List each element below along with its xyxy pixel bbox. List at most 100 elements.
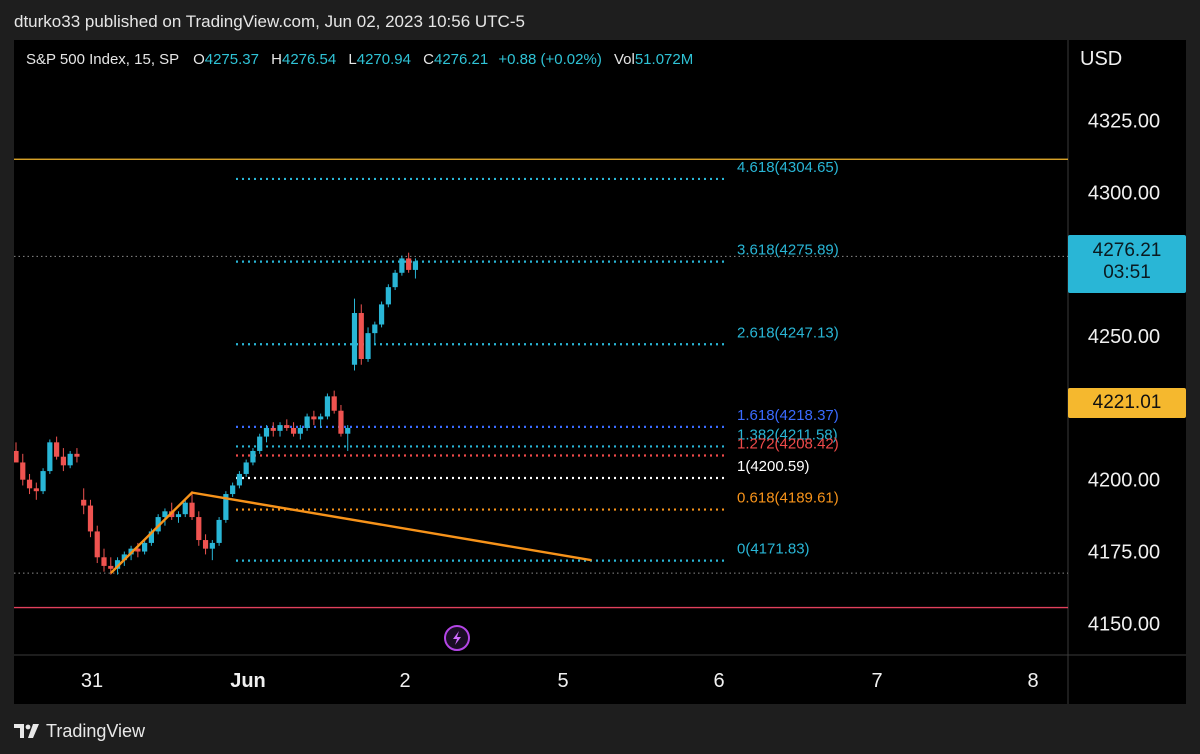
candle-body[interactable] xyxy=(345,427,351,434)
candle-body[interactable] xyxy=(114,560,121,569)
candle-body[interactable] xyxy=(338,410,344,434)
legend-vol-label: Vol xyxy=(613,51,635,68)
candle-body[interactable] xyxy=(406,258,412,270)
lightning-icon xyxy=(453,631,461,645)
candle-body[interactable] xyxy=(94,531,100,558)
time-tick: Jun xyxy=(230,670,266,692)
candle-body[interactable] xyxy=(135,548,141,552)
legend-high: 4276.54 xyxy=(282,51,337,68)
fib-trend-line[interactable] xyxy=(109,491,592,574)
fib-level-label: 4.618(4304.65) xyxy=(737,159,839,176)
time-tick: 2 xyxy=(399,670,410,692)
candle-body[interactable] xyxy=(223,494,229,520)
candle-body[interactable] xyxy=(148,531,154,543)
candle-body[interactable] xyxy=(175,514,182,518)
candle-body[interactable] xyxy=(385,287,391,305)
time-tick: 31 xyxy=(81,670,103,692)
candle-body[interactable] xyxy=(142,542,148,552)
bar-countdown: 03:51 xyxy=(1103,262,1151,283)
candle-body[interactable] xyxy=(155,517,161,532)
candle-body[interactable] xyxy=(108,565,114,569)
candle-body[interactable] xyxy=(351,313,358,365)
candle-body[interactable] xyxy=(81,499,87,506)
candle-body[interactable] xyxy=(270,427,276,431)
legend-close-label: C xyxy=(423,51,434,68)
price-chart[interactable]: 4.618(4304.65) 3.618(4275.89) 2.618(4247.1… xyxy=(14,40,1186,704)
candle-body[interactable] xyxy=(236,473,243,486)
legend-low: 4270.94 xyxy=(356,51,411,68)
footer-brand[interactable]: TradingView xyxy=(46,720,146,741)
candle-body[interactable] xyxy=(372,324,378,334)
candle-body[interactable] xyxy=(60,456,66,466)
candle-body[interactable] xyxy=(378,304,385,325)
candle-body[interactable] xyxy=(182,502,188,515)
candle-body[interactable] xyxy=(40,471,46,492)
candle-body[interactable] xyxy=(209,542,215,549)
legend-open: 4275.37 xyxy=(204,51,259,68)
candle-body[interactable] xyxy=(162,511,168,518)
candle-body[interactable] xyxy=(331,396,337,411)
candle-body[interactable] xyxy=(202,540,209,549)
candle-body[interactable] xyxy=(412,261,419,270)
fib-level-label: 1.618(4218.37) xyxy=(737,407,839,424)
candle-body[interactable] xyxy=(74,453,80,457)
candle-body[interactable] xyxy=(290,427,297,434)
candle-body[interactable] xyxy=(297,427,303,434)
candle-body[interactable] xyxy=(189,502,195,518)
candle-body[interactable] xyxy=(311,416,317,420)
candle-body[interactable] xyxy=(216,519,222,543)
candle-body[interactable] xyxy=(230,485,236,495)
candle-body[interactable] xyxy=(87,505,94,532)
legend-change: +0.88 (+0.02%) xyxy=(498,51,602,68)
candle-body[interactable] xyxy=(263,427,270,437)
chart-frame[interactable]: 4.618(4304.65) 3.618(4275.89) 2.618(4247.1… xyxy=(14,40,1186,704)
legend-bar: S&P 500 Index, 15, SP O4275.37 H4276.54 … xyxy=(26,51,693,68)
fib-level-label: 1.272(4208.42) xyxy=(737,435,839,452)
last-price-tag: 4276.21 03:51 xyxy=(1068,235,1186,293)
candle-body[interactable] xyxy=(399,258,405,273)
candle-body[interactable] xyxy=(304,416,310,428)
candle-body[interactable] xyxy=(324,396,331,417)
price-tick: 4250.00 xyxy=(1088,326,1160,348)
fib-level-label: 1(4200.59) xyxy=(737,458,810,475)
legend-open-label: O xyxy=(193,51,205,68)
fib-level-label: 1.382(4211.58) xyxy=(737,426,838,443)
footer: TradingView xyxy=(14,718,145,744)
candle-body[interactable] xyxy=(67,453,73,466)
legend-close: 4276.21 xyxy=(434,51,489,68)
candle-body[interactable] xyxy=(257,436,263,451)
time-tick: 5 xyxy=(557,670,568,692)
candle-body[interactable] xyxy=(26,479,33,489)
price-tick: 4325.00 xyxy=(1088,110,1160,132)
legend-low-label: L xyxy=(348,51,357,68)
currency-label[interactable]: USD xyxy=(1080,48,1123,70)
fib-level-label: 3.618(4275.89) xyxy=(737,242,839,259)
price-tick: 4200.00 xyxy=(1088,470,1160,492)
last-price: 4276.21 xyxy=(1092,240,1162,261)
candle-body[interactable] xyxy=(14,450,19,463)
candle-body[interactable] xyxy=(243,462,249,474)
legend-symbol[interactable]: S&P 500 Index, 15, SP xyxy=(26,51,179,68)
price-tick: 4150.00 xyxy=(1088,613,1160,635)
candle-body[interactable] xyxy=(365,333,371,359)
legend-vol: 51.072M xyxy=(634,51,694,68)
candle-body[interactable] xyxy=(47,442,53,472)
time-tick: 7 xyxy=(871,670,882,692)
candle-body[interactable] xyxy=(392,272,398,288)
legend-high-label: H xyxy=(271,51,282,68)
candle-body[interactable] xyxy=(284,425,290,428)
candle-body[interactable] xyxy=(33,488,39,492)
publisher-credit: dturko33 published on TradingView.com, J… xyxy=(14,12,525,31)
fib-level-label: 0.618(4189.61) xyxy=(737,490,839,507)
candle-body[interactable] xyxy=(358,313,364,359)
candle-body[interactable] xyxy=(20,462,26,480)
fib-level-label: 2.618(4247.13) xyxy=(737,324,839,341)
candle-body[interactable] xyxy=(121,554,127,561)
fib-level-label: 0(4171.83) xyxy=(737,541,810,558)
candle-body[interactable] xyxy=(101,557,107,566)
candle-body[interactable] xyxy=(196,517,202,541)
candle-body[interactable] xyxy=(54,442,60,457)
candle-body[interactable] xyxy=(318,416,324,420)
candle-body[interactable] xyxy=(250,450,256,463)
candle-body[interactable] xyxy=(277,425,283,431)
